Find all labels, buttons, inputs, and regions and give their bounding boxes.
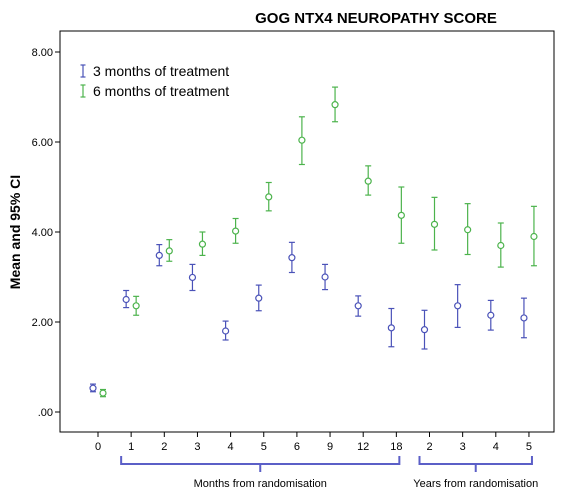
x-tick-label: 5 (526, 441, 532, 453)
group-bracket (120, 456, 401, 465)
mean-point (464, 226, 472, 234)
mean-point (155, 251, 163, 259)
x-tick-label: 0 (95, 441, 101, 453)
y-tick-label: .00 (38, 407, 53, 419)
mean-point (420, 326, 429, 334)
x-axis-groups: Months from randomisation Years from rand… (120, 456, 538, 490)
x-tick-label: 5 (261, 441, 267, 453)
group-label: Years from randomisation (413, 478, 538, 490)
mean-point (298, 136, 306, 144)
mean-point (520, 314, 528, 322)
x-tick-label: 4 (228, 441, 234, 453)
mean-point (354, 302, 362, 310)
mean-point (99, 389, 107, 397)
mean-point (397, 211, 405, 219)
mean-point (387, 324, 395, 332)
mean-point (487, 311, 495, 319)
mean-point (198, 240, 207, 248)
series-1 (89, 241, 528, 393)
y-tick-label: 2.00 (32, 317, 53, 329)
x-tick-label: 2 (426, 441, 432, 453)
x-tick-label: 18 (390, 441, 402, 453)
x-tick-label: 1 (128, 441, 134, 453)
y-axis-ticks: .00 2.00 4.00 6.00 8.00 (32, 47, 60, 419)
mean-point (430, 220, 439, 228)
mean-point (232, 227, 240, 235)
mean-point (122, 295, 130, 304)
mean-point (89, 384, 97, 392)
mean-point (454, 302, 462, 310)
group-bracket (418, 456, 533, 465)
y-axis-label: Mean and 95% CI (7, 175, 23, 289)
x-tick-label: 9 (327, 441, 333, 453)
mean-point (255, 294, 263, 302)
legend-label: 6 months of treatment (93, 83, 229, 99)
x-tick-label: 4 (493, 441, 499, 453)
chart-title: GOG NTX4 NEUROPATHY SCORE (255, 10, 497, 27)
mean-point (222, 327, 230, 335)
mean-point (497, 241, 505, 250)
y-tick-label: 4.00 (32, 227, 53, 239)
legend: 3 months of treatment 6 months of treatme… (80, 63, 229, 99)
x-tick-label: 3 (460, 441, 466, 453)
x-tick-label: 2 (161, 441, 167, 453)
mean-point (132, 302, 140, 310)
x-tick-label: 12 (357, 441, 369, 453)
mean-point (530, 232, 538, 241)
mean-point (364, 177, 372, 185)
y-tick-label: 6.00 (32, 137, 53, 149)
data-series (89, 86, 538, 398)
x-tick-label: 3 (194, 441, 200, 453)
mean-point (288, 254, 296, 262)
mean-point (165, 247, 173, 255)
mean-point (265, 193, 273, 201)
x-axis-ticks: 0 1 2 3 4 5 6 9 12 18 2 3 4 5 (95, 432, 532, 453)
legend-label: 3 months of treatment (93, 63, 229, 79)
x-tick-label: 6 (294, 441, 300, 453)
mean-point (321, 273, 329, 281)
group-label: Months from randomisation (194, 478, 327, 490)
y-tick-label: 8.00 (32, 47, 53, 59)
mean-point (331, 101, 339, 109)
series-2 (99, 86, 538, 398)
mean-point (188, 273, 197, 282)
